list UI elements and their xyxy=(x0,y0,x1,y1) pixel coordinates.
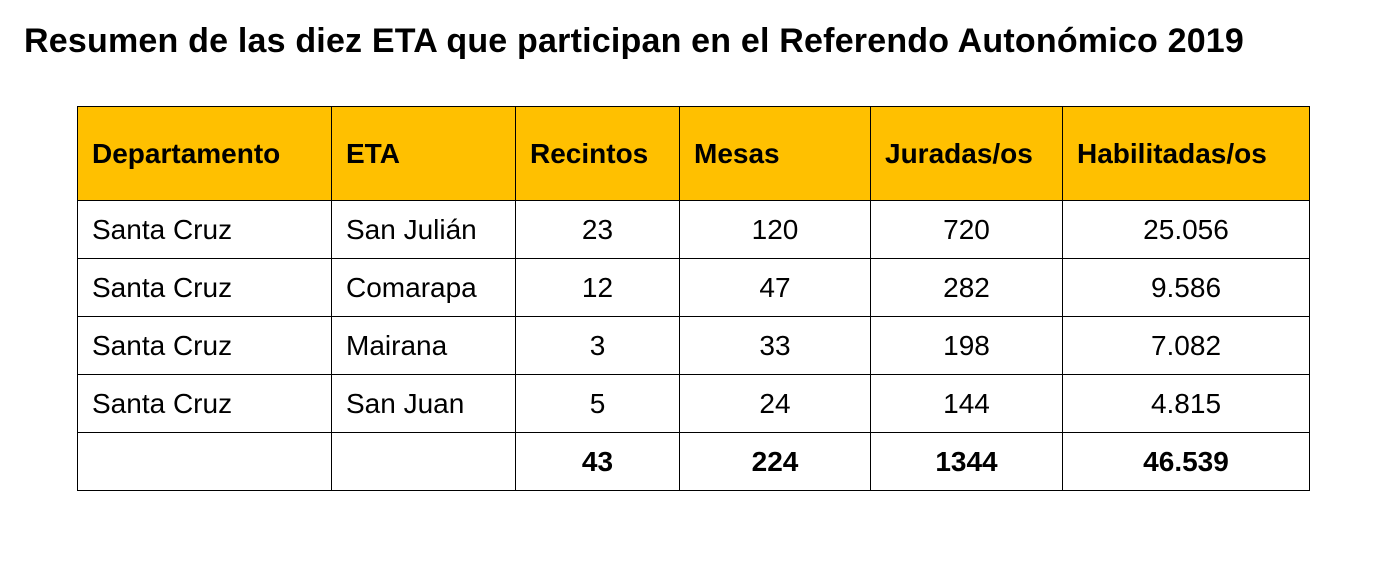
total-juradas: 1344 xyxy=(870,432,1063,491)
cell-recintos: 5 xyxy=(515,374,680,433)
cell-eta: Mairana xyxy=(331,316,516,375)
cell-departamento: Santa Cruz xyxy=(77,316,332,375)
table-row: Santa Cruz San Juan 5 24 144 4.815 xyxy=(77,374,1310,433)
cell-habilitadas: 9.586 xyxy=(1062,258,1310,317)
table-header-row: Departamento ETA Recintos Mesas Juradas/… xyxy=(77,106,1310,201)
cell-departamento: Santa Cruz xyxy=(77,258,332,317)
cell-juradas: 198 xyxy=(870,316,1063,375)
cell-mesas: 120 xyxy=(679,200,871,259)
cell-habilitadas: 7.082 xyxy=(1062,316,1310,375)
cell-habilitadas: 4.815 xyxy=(1062,374,1310,433)
cell-juradas: 282 xyxy=(870,258,1063,317)
total-cell-eta xyxy=(331,432,516,491)
table-row: Santa Cruz Mairana 3 33 198 7.082 xyxy=(77,316,1310,375)
column-header-juradas: Juradas/os xyxy=(870,106,1063,201)
cell-departamento: Santa Cruz xyxy=(77,200,332,259)
cell-juradas: 720 xyxy=(870,200,1063,259)
total-habilitadas: 46.539 xyxy=(1062,432,1310,491)
cell-juradas: 144 xyxy=(870,374,1063,433)
summary-table: Departamento ETA Recintos Mesas Juradas/… xyxy=(77,106,1310,491)
cell-mesas: 24 xyxy=(679,374,871,433)
cell-recintos: 23 xyxy=(515,200,680,259)
cell-recintos: 3 xyxy=(515,316,680,375)
table-row: Santa Cruz San Julián 23 120 720 25.056 xyxy=(77,200,1310,259)
total-mesas: 224 xyxy=(679,432,871,491)
page-title: Resumen de las diez ETA que participan e… xyxy=(24,22,1245,60)
total-cell-departamento xyxy=(77,432,332,491)
table-row: Santa Cruz Comarapa 12 47 282 9.586 xyxy=(77,258,1310,317)
column-header-habilitadas: Habilitadas/os xyxy=(1062,106,1310,201)
cell-departamento: Santa Cruz xyxy=(77,374,332,433)
cell-eta: San Julián xyxy=(331,200,516,259)
column-header-departamento: Departamento xyxy=(77,106,332,201)
cell-eta: San Juan xyxy=(331,374,516,433)
cell-eta: Comarapa xyxy=(331,258,516,317)
totals-row: 43 224 1344 46.539 xyxy=(77,432,1310,491)
column-header-recintos: Recintos xyxy=(515,106,680,201)
cell-mesas: 47 xyxy=(679,258,871,317)
cell-recintos: 12 xyxy=(515,258,680,317)
column-header-mesas: Mesas xyxy=(679,106,871,201)
total-recintos: 43 xyxy=(515,432,680,491)
cell-habilitadas: 25.056 xyxy=(1062,200,1310,259)
column-header-eta: ETA xyxy=(331,106,516,201)
cell-mesas: 33 xyxy=(679,316,871,375)
